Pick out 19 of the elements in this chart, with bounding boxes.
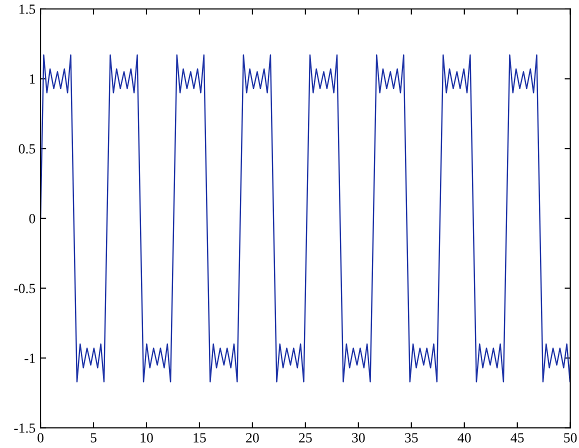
x-tick-label: 20 — [246, 433, 259, 442]
x-tick-label: 35 — [405, 433, 418, 442]
x-tick-label: 15 — [194, 433, 206, 442]
x-tick-label: 25 — [299, 433, 312, 442]
y-tick-label: 0 — [29, 214, 36, 224]
y-tick-label: 0.5 — [18, 144, 36, 154]
x-tick-label: 45 — [510, 433, 524, 442]
x-tick-label: 40 — [458, 433, 471, 442]
x-tick-label: 5 — [90, 433, 96, 442]
x-tick-label: 0 — [38, 433, 44, 442]
x-tick-label: 50 — [564, 433, 577, 442]
y-tick-label: 1 — [30, 74, 35, 84]
line-series — [40, 54, 570, 382]
y-tick-label: -1 — [24, 354, 35, 363]
x-tick-label: 10 — [140, 433, 153, 442]
y-tick-label: -1.5 — [14, 423, 36, 433]
y-tick-label: 1.5 — [20, 4, 36, 14]
x-tick-label: 30 — [352, 433, 365, 442]
y-tick-label: -0.5 — [14, 284, 36, 294]
